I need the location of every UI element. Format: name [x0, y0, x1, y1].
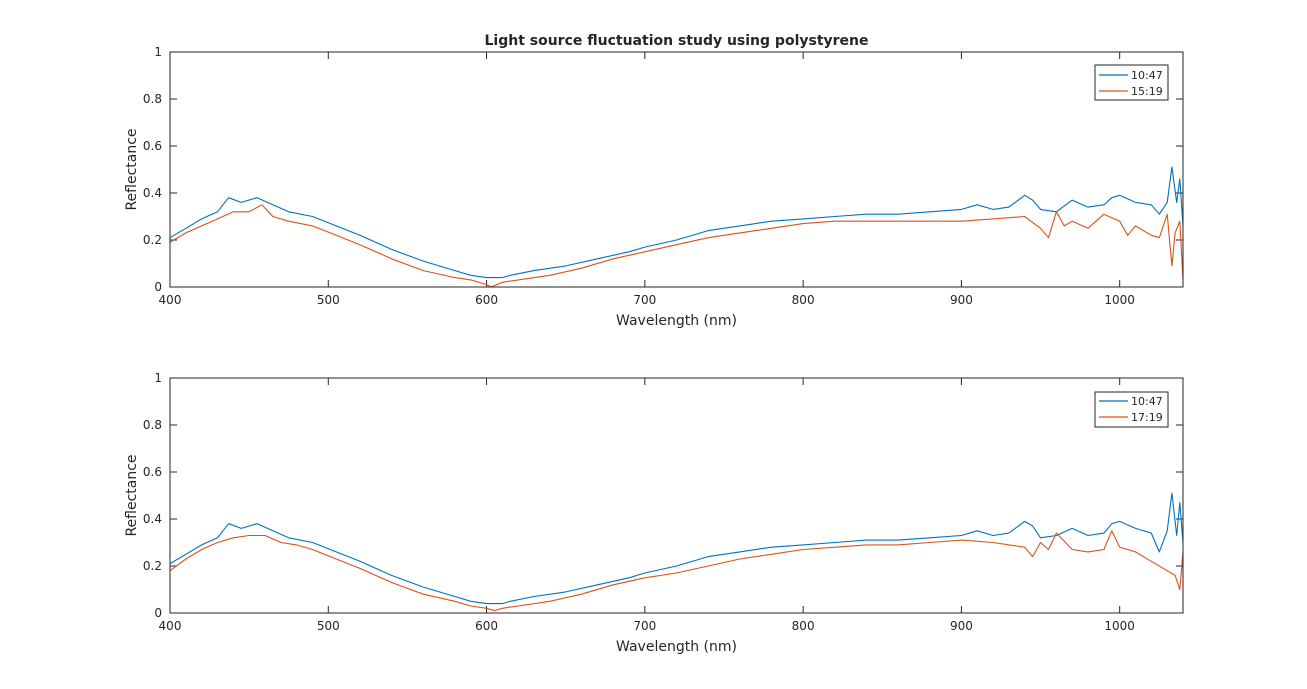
legend: 10:47 15:19	[1094, 64, 1169, 101]
x-tick-label: 700	[633, 619, 656, 633]
legend-box	[1094, 391, 1169, 428]
legend-label-series-2: 15:19	[1131, 85, 1163, 98]
plot-area	[169, 51, 1184, 288]
series-line-1	[169, 166, 1184, 279]
y-tick-label: 0	[154, 606, 162, 620]
x-axis-label: Wavelength (nm)	[616, 313, 737, 329]
plot-lines	[169, 492, 1184, 612]
x-tick-label: 600	[475, 619, 498, 633]
y-axis-label: Reflectance	[124, 454, 140, 536]
y-tick-label: 0.8	[143, 418, 162, 432]
x-tick-label: 500	[317, 293, 340, 307]
axis-ticks: 400 500 600 700 800 900 1000 0 0.2 0.4 0.6 0.8 1	[143, 45, 1183, 307]
x-tick-label: 800	[792, 293, 815, 307]
x-tick-label: 1000	[1104, 619, 1135, 633]
series-line-1	[169, 492, 1184, 605]
y-tick-label: 0	[154, 280, 162, 294]
legend-label-series-1: 10:47	[1131, 69, 1163, 82]
x-axis-label: Wavelength (nm)	[616, 639, 737, 655]
legend-box	[1094, 64, 1169, 101]
y-tick-label: 0.4	[143, 512, 162, 526]
x-tick-label: 1000	[1104, 293, 1135, 307]
chart-top: Light source fluctuation study using pol…	[124, 33, 1184, 329]
y-tick-label: 0.6	[143, 465, 162, 479]
axis-ticks: 400 500 600 700 800 900 1000 0 0.2 0.4 0.6 0.8 1	[143, 371, 1183, 633]
x-tick-label: 400	[159, 619, 182, 633]
plot-area	[169, 377, 1184, 614]
legend-label-series-2: 17:19	[1131, 411, 1163, 424]
x-tick-label: 700	[633, 293, 656, 307]
legend: 10:47 17:19	[1094, 391, 1169, 428]
x-tick-label: 900	[950, 619, 973, 633]
y-tick-label: 1	[154, 371, 162, 385]
chart-bottom: Wavelength (nm) Reflectance 400 500 600 700…	[124, 371, 1184, 655]
y-axis-label: Reflectance	[124, 128, 140, 210]
plot-lines	[169, 166, 1184, 288]
series-line-2	[169, 204, 1184, 288]
y-tick-label: 0.6	[143, 139, 162, 153]
y-tick-label: 0.2	[143, 233, 162, 247]
x-tick-label: 600	[475, 293, 498, 307]
y-tick-label: 1	[154, 45, 162, 59]
x-tick-label: 900	[950, 293, 973, 307]
y-tick-label: 0.2	[143, 559, 162, 573]
x-tick-label: 400	[159, 293, 182, 307]
x-tick-label: 500	[317, 619, 340, 633]
series-line-2	[169, 530, 1184, 612]
chart-title: Light source fluctuation study using pol…	[484, 33, 868, 49]
legend-label-series-1: 10:47	[1131, 395, 1163, 408]
y-tick-label: 0.4	[143, 186, 162, 200]
x-tick-label: 800	[792, 619, 815, 633]
y-tick-label: 0.8	[143, 92, 162, 106]
